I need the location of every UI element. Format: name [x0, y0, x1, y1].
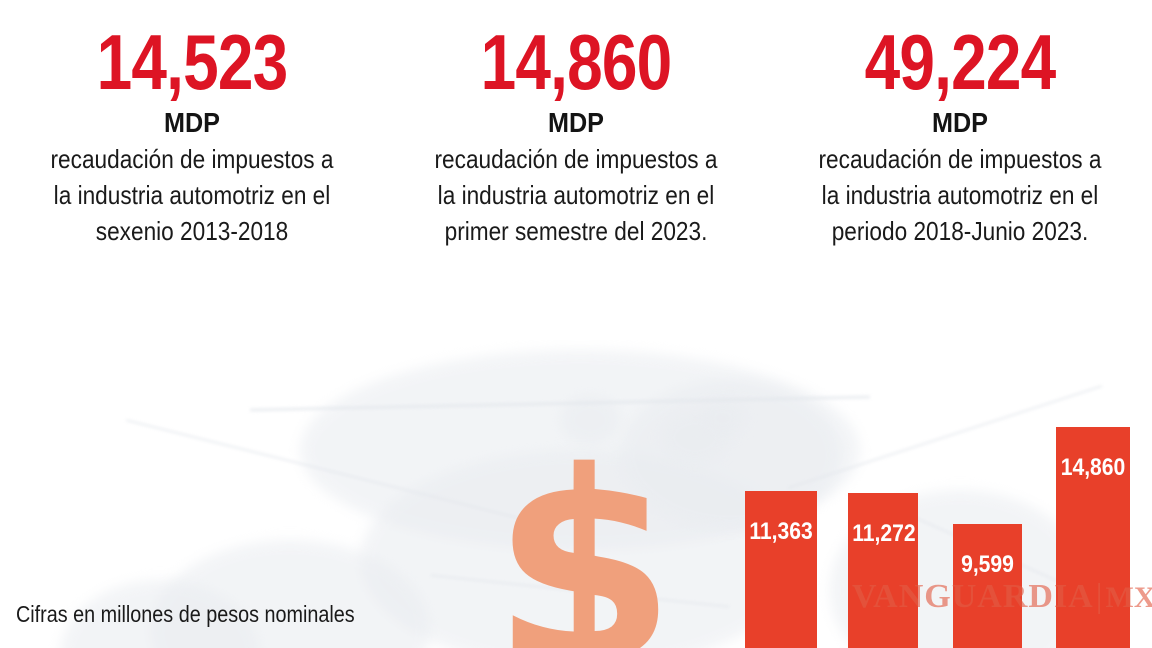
stat-value: 49,224 [864, 18, 1057, 106]
background-shape [430, 574, 730, 608]
stat-description: recaudación de impuestos a la industria … [818, 144, 1102, 246]
background-shape [787, 385, 1103, 489]
bar: 14,860 [1056, 427, 1130, 648]
background-shape [660, 410, 730, 465]
bar: 11,272 [848, 492, 918, 648]
highlight-stats-row: 14,523 MDP recaudación de impuestos a la… [0, 0, 1152, 249]
bar-value-label: 14,860 [1060, 454, 1126, 481]
background-shape [150, 540, 430, 648]
background-shape [870, 497, 1110, 605]
stat-value: 14,860 [480, 18, 673, 106]
watermark-suffix: MX [1105, 581, 1152, 614]
bar-value-label: 11,363 [749, 518, 813, 546]
stat-description: recaudación de impuestos a la industria … [50, 144, 334, 246]
watermark-separator: | [1095, 578, 1104, 615]
stat-unit: MDP [163, 107, 220, 138]
background-shape [560, 395, 620, 445]
highlight-stat-3: 49,224 MDP recaudación de impuestos a la… [768, 0, 1152, 249]
bar: 11,363 [745, 491, 817, 648]
highlight-stat-1: 14,523 MDP recaudación de impuestos a la… [0, 0, 384, 249]
currency-symbol-icon: $ [491, 416, 677, 648]
stat-value: 14,523 [96, 18, 289, 106]
stat-unit: MDP [547, 107, 604, 138]
bar: 9,599 [953, 523, 1022, 648]
background-shape [360, 450, 800, 648]
chart-footnote: Cifras en millones de pesos nominales [16, 601, 355, 627]
highlight-stat-2: 14,860 MDP recaudación de impuestos a la… [384, 0, 768, 249]
stat-unit: MDP [931, 107, 988, 138]
stat-description: recaudación de impuestos a la industria … [434, 144, 718, 246]
bar-value-label: 11,272 [852, 519, 916, 547]
background-shape [620, 380, 840, 530]
background-shape [125, 419, 535, 523]
bar-value-label: 9,599 [961, 550, 1014, 578]
background-shape [300, 350, 860, 550]
watermark-brand: VANGUARDIA [852, 578, 1094, 615]
background-shape [250, 395, 870, 412]
background-shape [830, 490, 1090, 648]
vanguardia-watermark: VANGUARDIA|MX [852, 578, 1152, 617]
background-shape [700, 398, 746, 438]
